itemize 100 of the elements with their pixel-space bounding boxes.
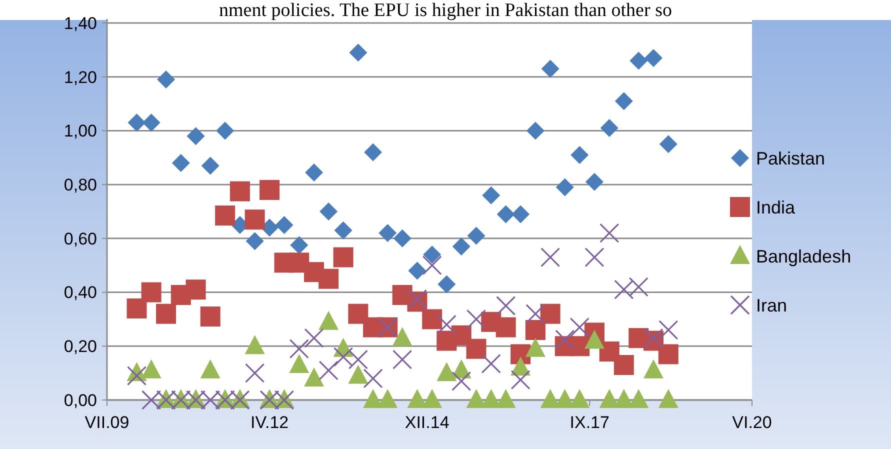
point [422, 256, 442, 276]
point [320, 202, 338, 220]
point [659, 135, 678, 154]
point [422, 309, 442, 330]
y-tick-label: 0,60 [64, 229, 97, 248]
point [540, 304, 560, 324]
point [555, 330, 575, 350]
point [186, 127, 205, 146]
point [496, 317, 516, 338]
legend-label: India [756, 197, 796, 218]
point [496, 296, 516, 316]
point [156, 304, 176, 324]
point [630, 52, 648, 70]
legend-label: Pakistan [756, 148, 826, 168]
point [244, 210, 265, 230]
point [496, 205, 515, 224]
point [200, 390, 220, 410]
point [201, 156, 220, 175]
point [481, 354, 501, 374]
point [289, 354, 310, 373]
point [126, 298, 147, 318]
point [570, 317, 590, 338]
point [200, 306, 220, 327]
point [245, 363, 265, 383]
point [348, 350, 368, 370]
point [378, 224, 397, 242]
point [305, 163, 324, 182]
point [466, 309, 486, 330]
point [467, 226, 486, 245]
point [186, 280, 206, 300]
x-tick-label: VI.20 [732, 412, 772, 432]
point [466, 338, 486, 359]
point [304, 328, 324, 348]
point [290, 236, 308, 254]
point [600, 119, 618, 138]
point [570, 146, 589, 164]
point [526, 122, 544, 140]
point [614, 354, 634, 375]
point [318, 310, 339, 330]
x-tick-label: IX.17 [570, 412, 610, 432]
point [556, 178, 574, 196]
point [128, 114, 146, 132]
point [392, 327, 412, 346]
point [304, 367, 324, 386]
point [200, 359, 220, 378]
point [289, 339, 309, 359]
point [318, 268, 339, 289]
point [541, 60, 560, 78]
point [540, 247, 560, 268]
point [244, 335, 265, 354]
point [246, 232, 264, 250]
x-tick-label: VII.09 [84, 412, 130, 432]
point [525, 338, 546, 357]
point [600, 223, 620, 243]
point [349, 44, 368, 62]
point [510, 370, 530, 390]
y-tick-label: 0,00 [64, 390, 97, 410]
point [364, 143, 382, 162]
point [452, 238, 470, 256]
point [658, 389, 678, 408]
legend-label: Iran [756, 295, 788, 316]
point [438, 275, 456, 294]
point [348, 364, 368, 384]
point [333, 247, 354, 268]
point [585, 172, 604, 191]
x-tick-label: XII.14 [404, 412, 450, 432]
point [658, 344, 678, 364]
point [126, 366, 147, 386]
point [172, 154, 190, 172]
legend-label: Bangladesh [756, 246, 852, 266]
y-tick-label: 1,40 [64, 14, 97, 33]
point [423, 246, 442, 264]
y-tick-label: 0,20 [64, 337, 97, 356]
point [526, 304, 546, 324]
point [275, 216, 294, 234]
point [658, 320, 678, 340]
point [142, 114, 160, 132]
point [584, 330, 604, 349]
x-tick-label: IV.12 [250, 412, 289, 432]
point [452, 371, 472, 391]
point [318, 360, 338, 380]
point [436, 362, 457, 382]
point [216, 122, 234, 140]
point [584, 247, 604, 268]
text: nment policies. The EPU is higher in Pakistan than other so [219, 0, 672, 21]
point [628, 277, 648, 297]
point [348, 304, 368, 324]
point [260, 180, 280, 200]
point [644, 359, 664, 378]
y-tick-label: 1,20 [64, 68, 97, 87]
point [334, 221, 352, 240]
point [614, 280, 634, 300]
y-tick-label: 1,00 [64, 122, 97, 141]
point [363, 368, 383, 388]
point [157, 70, 176, 89]
point [141, 282, 162, 302]
y-tick-label: 0,40 [64, 283, 97, 302]
point [230, 181, 250, 202]
point [482, 186, 500, 204]
point [510, 356, 531, 376]
